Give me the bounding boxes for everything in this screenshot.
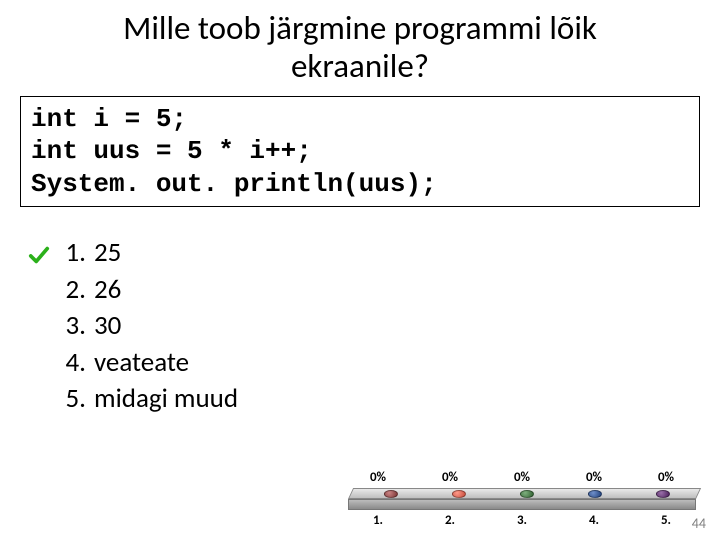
- answer-text: 26: [94, 272, 121, 308]
- slide-title: Mille toob järgmine programmi lõik ekraa…: [0, 10, 720, 86]
- chart-category-label: 2.: [420, 513, 480, 528]
- chart-percent-label: 0%: [348, 470, 408, 485]
- chart-percent-label: 0%: [492, 470, 552, 485]
- title-line-1: Mille toob järgmine programmi lõik: [123, 8, 597, 48]
- answer-text: 30: [94, 308, 121, 344]
- chart-dot: [588, 490, 602, 498]
- answer-row: 3.30: [28, 308, 720, 344]
- chart-percent-label: 0%: [564, 470, 624, 485]
- chart-plate-face: [348, 499, 696, 510]
- chart-dot: [656, 490, 670, 498]
- chart-category-label: 5.: [636, 513, 696, 528]
- response-chart: 0% 0% 0% 0% 0% 1. 2. 3. 4. 5.: [342, 470, 702, 528]
- title-line-2: ekraanile?: [291, 46, 429, 86]
- code-snippet: int i = 5; int uus = 5 * i++; System. ou…: [31, 103, 689, 201]
- answer-row: 4.veateate: [28, 345, 720, 381]
- answer-list: 1.252.263.304.veateate5.midagi muud: [28, 235, 720, 417]
- chart-dot: [520, 490, 534, 498]
- chart-plate-top: [348, 488, 696, 499]
- chart-category-label: 4.: [564, 513, 624, 528]
- chart-percent-label: 0%: [636, 470, 696, 485]
- chart-category-label: 1.: [348, 513, 408, 528]
- answer-row: 2.26: [28, 272, 720, 308]
- answer-number: 5.: [56, 381, 86, 417]
- answer-text: veateate: [94, 345, 189, 381]
- answer-text: midagi muud: [94, 381, 238, 417]
- chart-plate: [348, 488, 696, 510]
- answer-row: 5.midagi muud: [28, 381, 720, 417]
- answer-number: 1.: [56, 235, 86, 271]
- answer-number: 3.: [56, 308, 86, 344]
- chart-dot: [384, 490, 398, 498]
- code-box: int i = 5; int uus = 5 * i++; System. ou…: [20, 96, 700, 208]
- answer-number: 4.: [56, 345, 86, 381]
- chart-category-label: 3.: [492, 513, 552, 528]
- chart-dot: [452, 490, 466, 498]
- answer-row: 1.25: [28, 235, 720, 271]
- page-number: 44: [692, 515, 706, 532]
- checkmark-icon: [28, 235, 56, 271]
- chart-percent-row: 0% 0% 0% 0% 0%: [342, 470, 702, 485]
- answer-text: 25: [94, 235, 121, 271]
- chart-category-row: 1. 2. 3. 4. 5.: [342, 513, 702, 528]
- chart-percent-label: 0%: [420, 470, 480, 485]
- answer-number: 2.: [56, 272, 86, 308]
